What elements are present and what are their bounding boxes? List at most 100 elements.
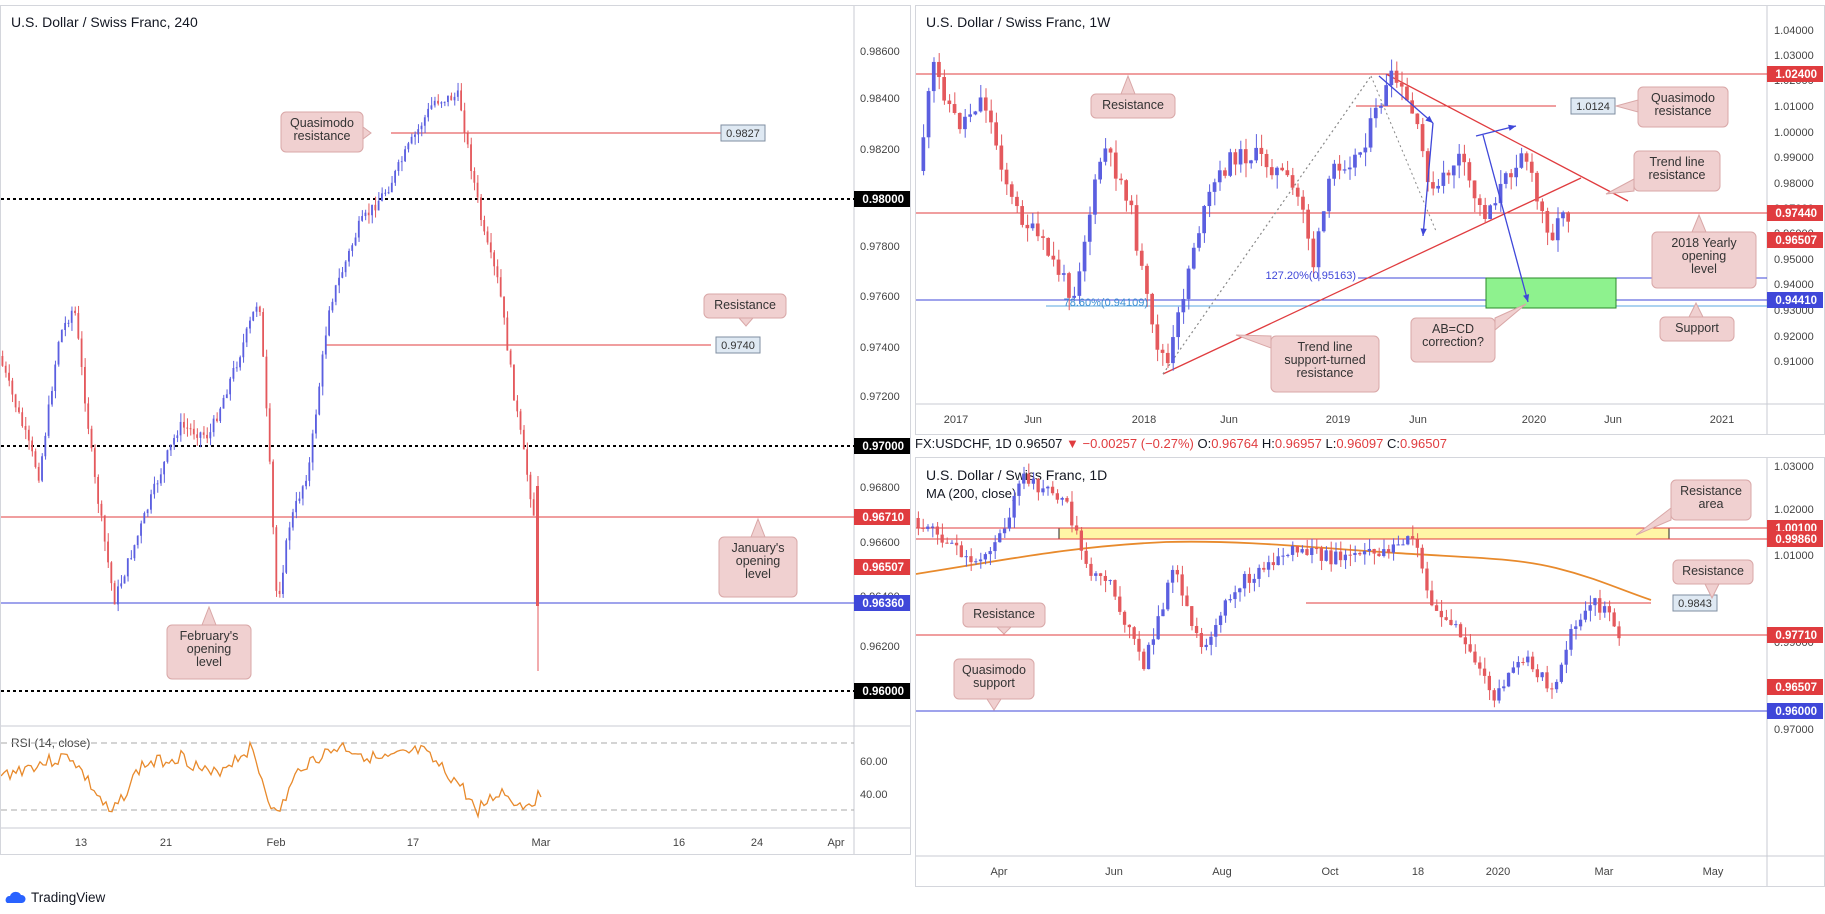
candle-body	[1074, 525, 1079, 531]
candle-body	[999, 145, 1004, 170]
price-label-0.96000: 0.96000	[1775, 706, 1817, 718]
candle-body	[37, 466, 40, 481]
candle-body	[1358, 552, 1362, 555]
candle-body	[496, 266, 499, 278]
candle-body	[232, 367, 235, 379]
y-tick-label: 40.00	[860, 789, 888, 801]
price-change: −0.00257 (−0.27%)	[1082, 436, 1194, 451]
candle-body	[1451, 165, 1456, 176]
callout-resistance-right-pointer	[1704, 583, 1720, 600]
candle-body	[404, 149, 406, 162]
candle-body	[1545, 211, 1550, 233]
candle-body	[1228, 152, 1232, 176]
candle-body	[1009, 184, 1014, 197]
y-tick-label: 0.98400	[860, 93, 900, 105]
ma-200-line	[916, 540, 1652, 601]
candle-body	[44, 435, 47, 457]
candle-body	[1529, 161, 1534, 173]
callout-trendline-support-text: support-turned	[1284, 353, 1365, 367]
candle-body	[1046, 237, 1050, 256]
candle-body	[103, 515, 106, 542]
candle-body	[1122, 611, 1127, 625]
price-label-0.97000-bg	[854, 438, 910, 454]
candle-body	[1022, 473, 1026, 484]
candle-body	[1155, 324, 1160, 350]
callout-resistance-text: Resistance	[1102, 98, 1164, 112]
x-tick-label: Jun	[1024, 414, 1042, 426]
y-tick-label: 0.99000	[1774, 152, 1814, 164]
candle-body	[1180, 574, 1184, 596]
chart-4h-canvas[interactable]: 0.98600 0.98400 0.98200 0.97800 0.97600 0.974…	[1, 6, 910, 854]
candle-body	[1583, 610, 1587, 620]
chart-1d-panel[interactable]: U.S. Dollar / Swiss Franc, 1D MA (200, c…	[915, 457, 1825, 887]
candle-body	[1087, 214, 1092, 242]
price-label-0.96000-bg	[1767, 703, 1823, 719]
candle-body	[926, 91, 931, 138]
candle-body	[275, 527, 278, 591]
candle-body	[331, 301, 334, 311]
candle-body	[532, 499, 535, 516]
candle-body	[1030, 223, 1035, 229]
candle-body	[1217, 170, 1222, 183]
candle-body	[1280, 167, 1284, 171]
candle-body	[1276, 556, 1280, 566]
candle-body	[963, 116, 967, 130]
callout-resistance-left-text: Resistance	[973, 607, 1035, 621]
chart-1d-canvas[interactable]: 1.030001.020001.010000.990000.980000.970…	[916, 458, 1824, 886]
candle-body	[1041, 236, 1045, 238]
candle-body	[1396, 544, 1400, 546]
candle-body	[1186, 268, 1191, 299]
candle-body	[1137, 638, 1141, 652]
candle-body	[183, 421, 185, 428]
candle-body	[937, 61, 941, 78]
candle-body	[179, 421, 182, 436]
price-label-0.97710: 0.97710	[1775, 630, 1817, 642]
candle-body	[1004, 169, 1009, 185]
y-tick-label: 0.97800	[860, 241, 900, 253]
candle-body	[1410, 100, 1414, 114]
candle-body	[1002, 528, 1007, 534]
candle-body	[989, 110, 993, 123]
chart-1w-canvas[interactable]: 1.040001.030001.020001.010001.000000.990…	[916, 6, 1824, 434]
candle-body	[463, 110, 466, 134]
candle-body	[97, 476, 99, 504]
candle-body	[90, 428, 93, 449]
candle-body	[1511, 667, 1515, 673]
callout-trendline-support-pointer	[1235, 334, 1272, 349]
x-tick-label: Jun	[1220, 414, 1238, 426]
x-tick-label: 2017	[944, 414, 968, 426]
callout-abcd-text: AB=CD	[1432, 322, 1474, 336]
candle-body	[176, 435, 179, 439]
candle-body	[1264, 153, 1269, 168]
candle-body	[1405, 86, 1409, 101]
candle-body	[24, 426, 27, 430]
price-label-0.97440-bg	[1767, 205, 1823, 221]
candle-body	[476, 182, 479, 198]
candle-body	[994, 122, 998, 146]
chart-1w-panel[interactable]: U.S. Dollar / Swiss Franc, 1W 1.04000 1.0…	[915, 5, 1825, 435]
candle-body	[18, 407, 20, 413]
candle-body	[1165, 352, 1170, 364]
callout-resistance-right-text: Resistance	[1682, 564, 1744, 578]
tag-0.9843-bg	[1672, 594, 1718, 612]
candle-body	[222, 397, 225, 409]
candle-body	[1514, 167, 1518, 178]
callout-quasimodo-resistance-text: Quasimodo	[1651, 91, 1715, 105]
candle-body	[1146, 644, 1151, 670]
callout-january-opening-text: opening	[736, 554, 781, 568]
candle-body	[51, 391, 53, 405]
candle-body	[1358, 152, 1362, 155]
price-label-0.94410: 0.94410	[1775, 295, 1817, 307]
candle-body	[1540, 201, 1544, 212]
tradingview-logo[interactable]: TradingView	[4, 890, 105, 905]
candle-body	[536, 486, 539, 606]
candle-body	[1472, 180, 1477, 199]
y-tick-label: 1.01000	[1774, 101, 1814, 113]
candle-body	[285, 540, 288, 573]
price-label-0.97440: 0.97440	[1775, 208, 1817, 220]
candle-body	[272, 461, 274, 528]
candle-body	[1046, 486, 1050, 489]
chart-4h-panel[interactable]: U.S. Dollar / Swiss Franc, 240 0.98600 0.…	[0, 5, 911, 855]
